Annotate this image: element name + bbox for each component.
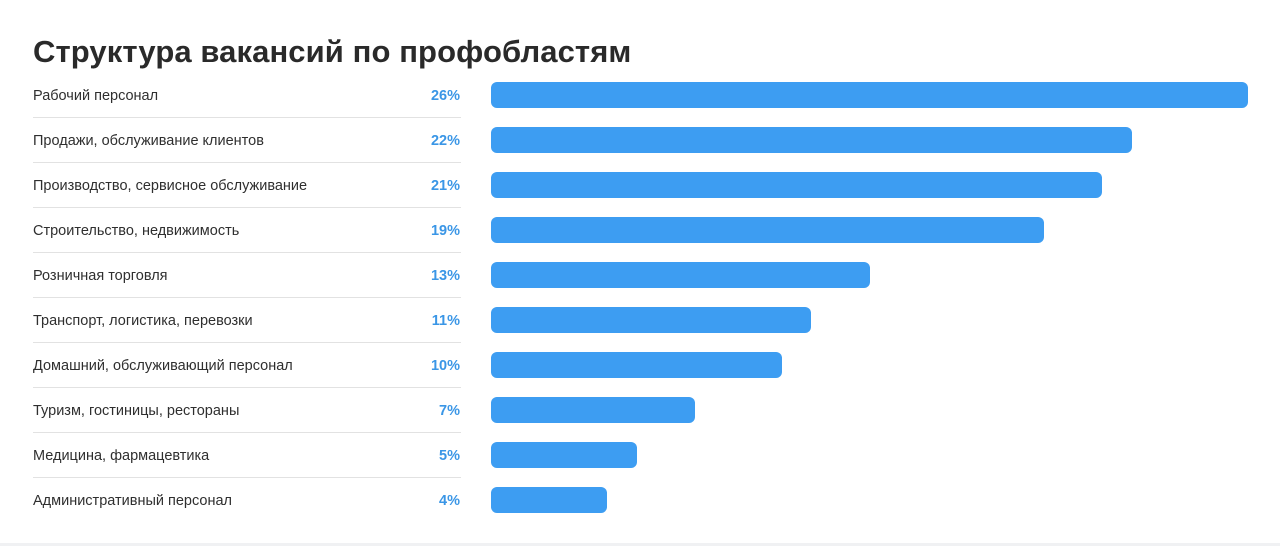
- category-label: Строительство, недвижимость: [33, 223, 240, 239]
- row-divider: [33, 117, 461, 118]
- bar: [491, 487, 607, 513]
- bar-track: [491, 442, 1248, 468]
- category-label: Продажи, обслуживание клиентов: [33, 133, 264, 149]
- bar-track: [491, 262, 1248, 288]
- row-divider: [33, 387, 461, 388]
- category-label: Домашний, обслуживающий персонал: [33, 358, 293, 374]
- bar: [491, 397, 695, 423]
- chart-row: Рабочий персонал 26%: [0, 73, 1280, 118]
- bar: [491, 442, 637, 468]
- bar-chart: Рабочий персонал 26% Продажи, обслуживание…: [0, 73, 1280, 523]
- chart-row: Производство, сервисное обслуживание 21%: [0, 163, 1280, 208]
- bar: [491, 127, 1132, 153]
- value-label: 4%: [439, 493, 460, 509]
- row-divider: [33, 477, 461, 478]
- chart-title: Структура вакансий по профобластям: [33, 34, 632, 69]
- chart-row: Административный персонал 4%: [0, 478, 1280, 523]
- row-divider: [33, 432, 461, 433]
- row-divider: [33, 162, 461, 163]
- bar-track: [491, 172, 1248, 198]
- row-divider: [33, 252, 461, 253]
- bottom-divider: [0, 543, 1280, 546]
- value-label: 10%: [430, 358, 460, 374]
- category-label: Производство, сервисное обслуживание: [33, 178, 308, 194]
- value-label: 5%: [439, 448, 460, 464]
- row-divider: [33, 297, 461, 298]
- category-label: Рабочий персонал: [33, 88, 159, 104]
- value-label: 21%: [430, 178, 460, 194]
- bar: [491, 352, 782, 378]
- chart-row: Строительство, недвижимость 19%: [0, 208, 1280, 253]
- chart-row: Домашний, обслуживающий персонал 10%: [0, 343, 1280, 388]
- value-label: 19%: [430, 223, 460, 239]
- bar-track: [491, 82, 1248, 108]
- category-label: Туризм, гостиницы, рестораны: [33, 403, 240, 419]
- category-label: Транспорт, логистика, перевозки: [33, 313, 253, 329]
- chart-row: Медицина, фармацевтика 5%: [0, 433, 1280, 478]
- category-label: Административный персонал: [33, 493, 232, 509]
- bar: [491, 172, 1102, 198]
- chart-row: Транспорт, логистика, перевозки 11%: [0, 298, 1280, 343]
- chart-row: Розничная торговля 13%: [0, 253, 1280, 298]
- value-label: 7%: [439, 403, 460, 419]
- category-label: Розничная торговля: [33, 268, 168, 284]
- bar-track: [491, 127, 1248, 153]
- row-divider: [33, 207, 461, 208]
- bar: [491, 262, 870, 288]
- bar: [491, 217, 1044, 243]
- bar-track: [491, 397, 1248, 423]
- value-label: 22%: [430, 133, 460, 149]
- bar-track: [491, 487, 1248, 513]
- bar: [491, 82, 1248, 108]
- chart-row: Туризм, гостиницы, рестораны 7%: [0, 388, 1280, 433]
- row-divider: [33, 342, 461, 343]
- bar-track: [491, 217, 1248, 243]
- bar: [491, 307, 811, 333]
- chart-row: Продажи, обслуживание клиентов 22%: [0, 118, 1280, 163]
- value-label: 26%: [430, 88, 460, 104]
- bar-track: [491, 352, 1248, 378]
- value-label: 11%: [431, 313, 460, 329]
- category-label: Медицина, фармацевтика: [33, 448, 210, 464]
- value-label: 13%: [430, 268, 460, 284]
- bar-track: [491, 307, 1248, 333]
